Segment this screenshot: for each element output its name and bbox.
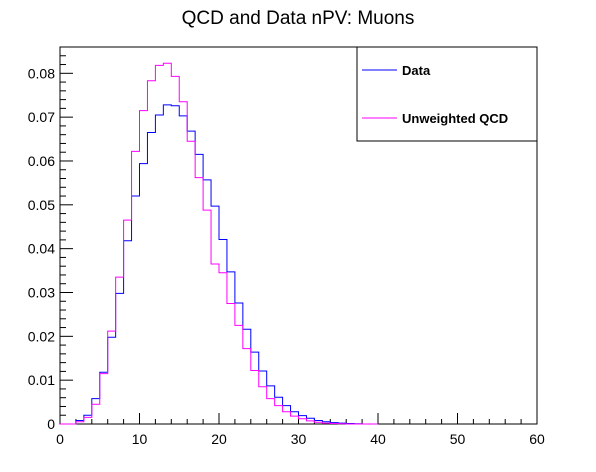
- x-tick-label: 30: [291, 431, 307, 447]
- x-tick-label: 0: [56, 431, 64, 447]
- x-tick-label: 10: [132, 431, 148, 447]
- series-unweighted-qcd-histogram: [60, 62, 378, 425]
- y-tick-label: 0.02: [28, 328, 55, 344]
- x-tick-label: 40: [370, 431, 386, 447]
- legend-label-unweighted-qcd: Unweighted QCD: [402, 111, 508, 126]
- y-tick-label: 0.08: [28, 65, 55, 81]
- y-tick-label: 0.04: [28, 241, 55, 257]
- y-tick-label: 0.07: [28, 109, 55, 125]
- y-tick-label: 0.03: [28, 284, 55, 300]
- legend: Data Unweighted QCD: [356, 46, 538, 142]
- x-tick-label: 60: [529, 431, 545, 447]
- y-tick-label: 0: [47, 416, 55, 432]
- chart-title: QCD and Data nPV: Muons: [182, 8, 415, 29]
- y-axis: 0 0.01 0.02 0.03 0.04 0.05 0.06 0.07 0.08: [28, 46, 73, 432]
- y-tick-label: 0.05: [28, 197, 55, 213]
- series-layer: [60, 62, 378, 425]
- x-tick-label: 50: [450, 431, 466, 447]
- y-tick-label: 0.06: [28, 153, 55, 169]
- legend-box: [356, 46, 538, 142]
- legend-label-data: Data: [402, 63, 431, 78]
- y-tick-label: 0.01: [28, 372, 55, 388]
- x-tick-label: 20: [211, 431, 227, 447]
